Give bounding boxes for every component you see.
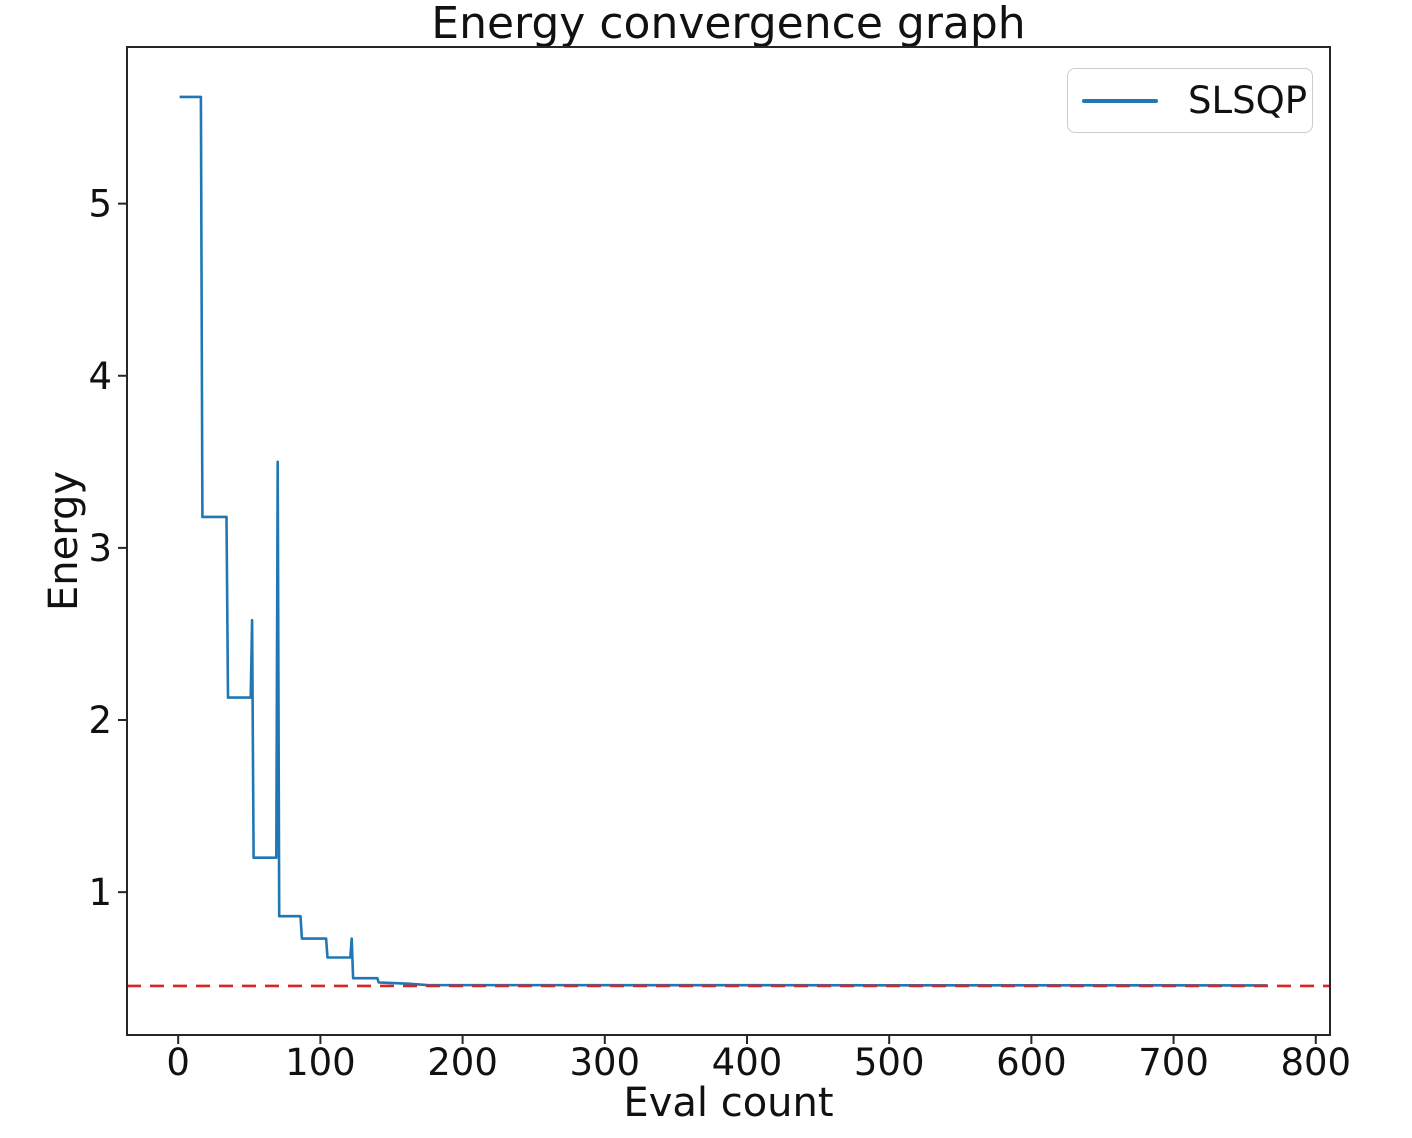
x-axis-label: Eval count <box>623 1080 834 1126</box>
x-tick-label: 100 <box>285 1041 356 1084</box>
y-tick-label: 3 <box>88 527 112 570</box>
chart-title: Energy convergence graph <box>431 0 1026 49</box>
y-tick-label: 1 <box>88 871 112 914</box>
x-tick-label: 600 <box>996 1041 1067 1084</box>
x-tick-label: 500 <box>854 1041 925 1084</box>
legend-label: SLSQP <box>1188 79 1308 122</box>
legend-line-sample <box>1082 98 1158 103</box>
x-tick-label: 700 <box>1138 1041 1209 1084</box>
x-tick-label: 800 <box>1280 1041 1351 1084</box>
x-tick-label: 400 <box>712 1041 783 1084</box>
legend: SLSQP <box>1067 68 1313 133</box>
axes-frame <box>126 46 1331 1036</box>
series-line-slsqp <box>179 95 1268 987</box>
x-tick-label: 300 <box>569 1041 640 1084</box>
y-tick-label: 2 <box>88 699 112 742</box>
y-tick-label: 5 <box>88 183 112 226</box>
x-tick-label: 200 <box>427 1041 498 1084</box>
y-tick-label: 4 <box>88 355 112 398</box>
y-axis-label: Energy <box>41 470 87 612</box>
x-tick-label: 0 <box>166 1041 190 1084</box>
